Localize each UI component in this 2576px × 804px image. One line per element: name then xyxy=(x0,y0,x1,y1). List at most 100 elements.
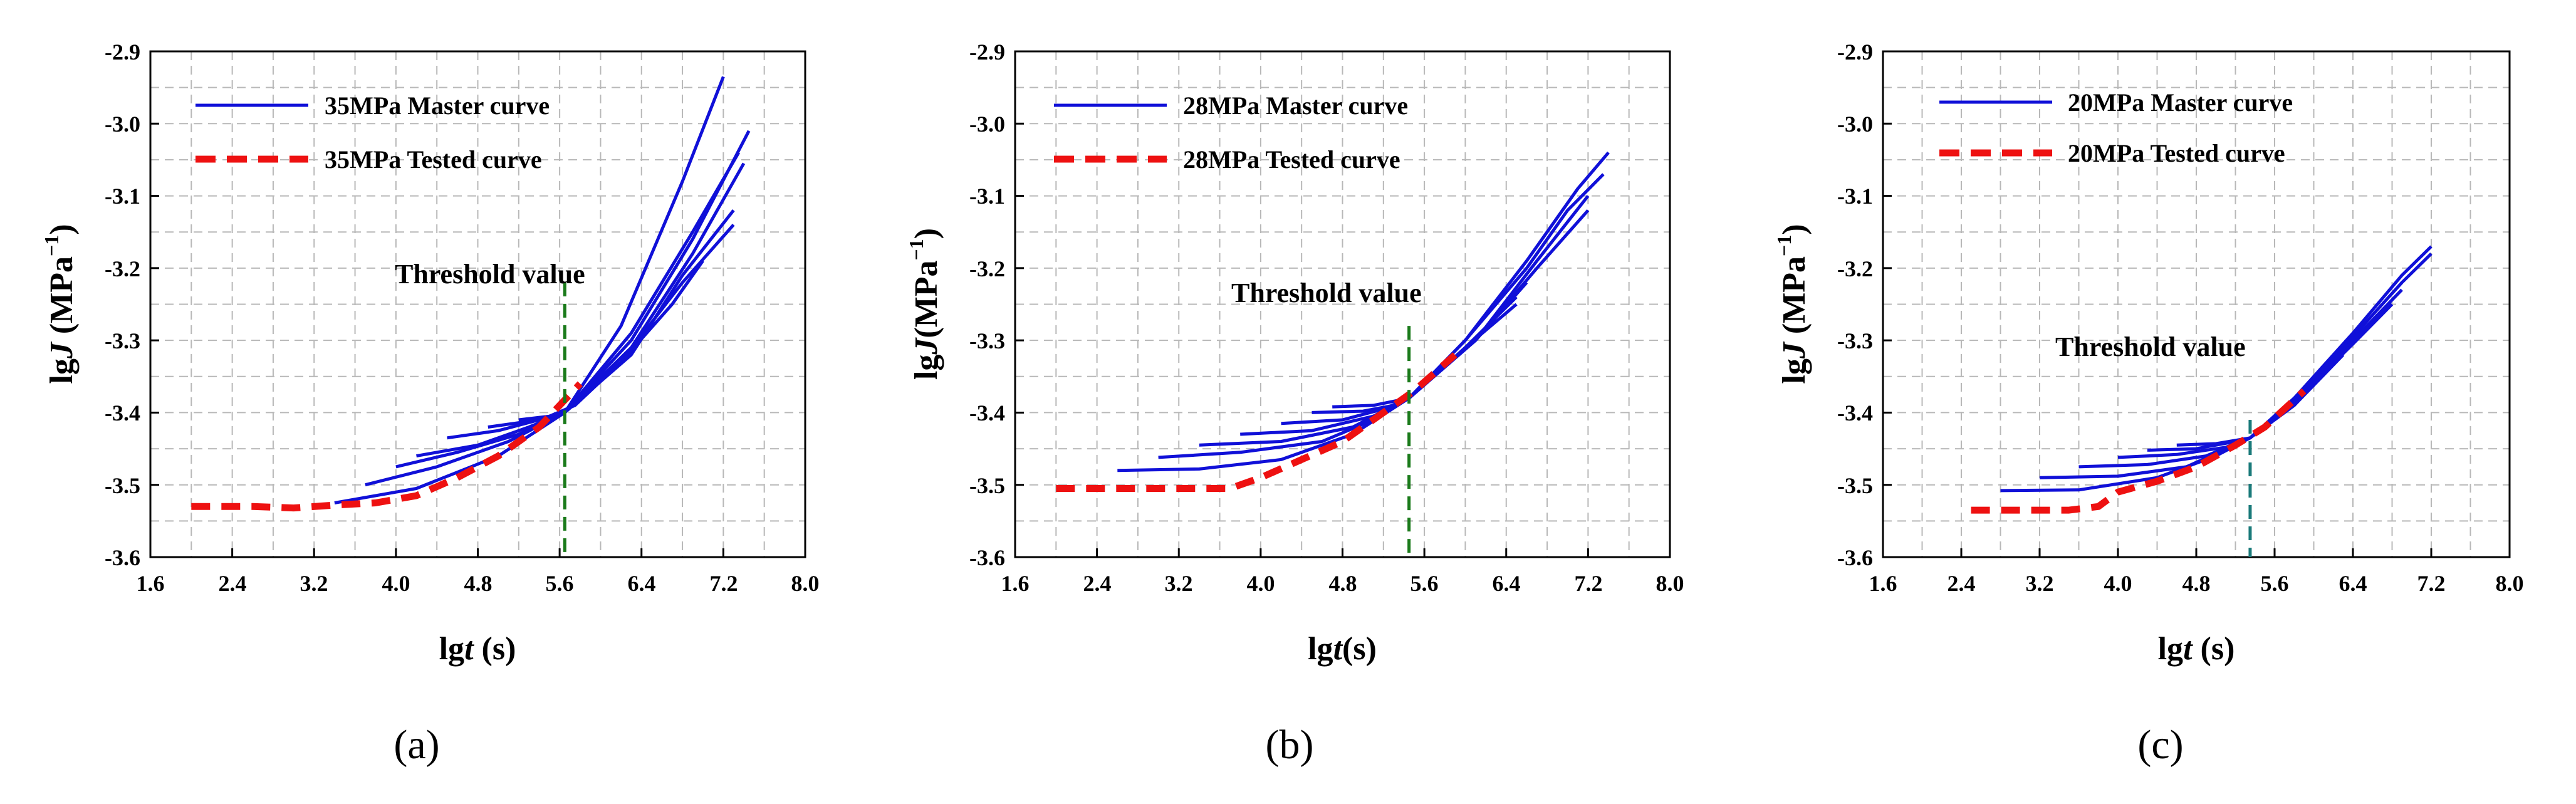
panel-c-grid xyxy=(1883,51,2510,557)
panel-c-threshold-label: Threshold value xyxy=(2055,332,2246,362)
panel-b-label: (b) xyxy=(1266,722,1314,768)
panel-c-x-axis-title: lgt (s) xyxy=(2158,631,2235,667)
panel-a-ytick-label: -2.9 xyxy=(105,39,140,65)
panel-c-series xyxy=(1971,245,2433,514)
panel-b-ytick-label: -3.0 xyxy=(969,112,1005,137)
panel-a-ytick-label: -3.3 xyxy=(105,328,140,353)
panel-c: 1.6 2.4 3.2 4.0 4.8 5.6 6.4 7.2 8.0 -2.9… xyxy=(1773,39,2524,768)
panel-a-master-curve xyxy=(416,162,746,458)
panel-b-master-curve xyxy=(1199,195,1590,447)
panel-b-grid xyxy=(1015,51,1670,557)
panel-a-legend-tested-label: 35MPa Tested curve xyxy=(325,145,542,174)
panel-b-xtick-label: 5.6 xyxy=(1411,571,1439,596)
panel-b-xtick-label: 2.4 xyxy=(1083,571,1112,596)
panel-c-xlabel-prefix: lg xyxy=(2158,631,2183,667)
panel-c-ytick-label: -3.6 xyxy=(1837,545,1873,570)
panel-a-ytick-labels: -2.9 -3.0 -3.1 -3.2 -3.3 -3.4 -3.5 -3.6 xyxy=(105,39,140,570)
panel-a-xtick-label: 7.2 xyxy=(710,571,738,596)
panel-b-ylabel-close: ) xyxy=(909,228,944,239)
panel-a-xtick-label: 2.4 xyxy=(219,571,247,596)
panel-a-ylabel-prefix: lg xyxy=(44,358,80,384)
panel-a-ytick-label: -3.6 xyxy=(105,545,140,570)
panel-c-label: (c) xyxy=(2137,722,2183,768)
panel-a-ylabel-close: ) xyxy=(44,224,80,234)
panel-b-ytick-label: -3.4 xyxy=(969,400,1005,425)
panel-c-xlabel-suffix: (s) xyxy=(2193,631,2235,667)
panel-c-ylabel-unit: (MPa xyxy=(1776,256,1812,342)
panel-a-master-curve xyxy=(395,130,751,469)
panel-b-ytick-label: -3.5 xyxy=(969,473,1005,498)
panel-c-ytick-label: -3.0 xyxy=(1837,112,1873,137)
panel-a-xtick-label: 1.6 xyxy=(137,571,165,596)
panel-c-xtick-label: 1.6 xyxy=(1869,571,1897,596)
panel-c-xtick-label: 7.2 xyxy=(2417,571,2446,596)
panel-c-xtick-labels: 1.6 2.4 3.2 4.0 4.8 5.6 6.4 7.2 8.0 xyxy=(1869,571,2524,596)
panel-b: 1.6 2.4 3.2 4.0 4.8 5.6 6.4 7.2 8.0 -2.9… xyxy=(905,39,1684,768)
panel-b-ylabel-exp: −1 xyxy=(905,239,927,260)
panel-a-xtick-label: 4.8 xyxy=(464,571,493,596)
panel-a-legend: 35MPa Master curve 35MPa Tested curve xyxy=(196,91,550,174)
panel-b-ylabel-prefix: lg xyxy=(909,355,944,380)
panel-a: 1.6 2.4 3.2 4.0 4.8 5.6 6.4 7.2 8.0 -2.9… xyxy=(40,39,820,768)
panel-c-ticks xyxy=(1882,50,2511,558)
panel-b-xtick-label: 4.8 xyxy=(1329,571,1357,596)
panel-c-ylabel-close: ) xyxy=(1776,224,1812,234)
panel-c-master-curve xyxy=(2176,361,2335,447)
panel-a-ticks xyxy=(149,50,806,558)
panel-c-xtick-label: 6.4 xyxy=(2339,571,2367,596)
panel-a-xtick-label: 3.2 xyxy=(300,571,328,596)
panel-c-ytick-label: -3.3 xyxy=(1837,328,1873,353)
panel-b-xtick-label: 6.4 xyxy=(1493,571,1521,596)
panel-c-ylabel-prefix: lg xyxy=(1776,358,1812,384)
panel-a-tested-curve xyxy=(191,381,583,512)
panel-b-ytick-label: -3.1 xyxy=(969,184,1005,209)
panel-b-xtick-label: 3.2 xyxy=(1165,571,1193,596)
panel-a-ytick-label: -3.5 xyxy=(105,473,140,498)
panel-a-ytick-label: -3.1 xyxy=(105,184,140,209)
panel-a-y-axis-title: lgJ (MPa−1) xyxy=(40,224,80,384)
panel-b-xlabel-var: t xyxy=(1333,631,1343,667)
panel-b-ticks xyxy=(1014,50,1671,558)
panel-b-xlabel-prefix: lg xyxy=(1308,631,1333,667)
panel-a-xlabel-prefix: lg xyxy=(439,631,464,667)
panel-c-xtick-label: 4.0 xyxy=(2104,571,2132,596)
panel-a-master-curve xyxy=(334,76,725,504)
panel-c-xtick-label: 8.0 xyxy=(2496,571,2524,596)
panel-c-ylabel-var: J xyxy=(1776,341,1812,359)
panel-a-ylabel-unit: (MPa xyxy=(44,256,80,342)
panel-b-ytick-label: -2.9 xyxy=(969,39,1005,65)
panel-a-xtick-label: 6.4 xyxy=(628,571,656,596)
panel-b-y-axis-title: lgJ(MPa−1) xyxy=(905,228,944,380)
panel-c-ylabel-exp: −1 xyxy=(1773,235,1795,256)
panel-b-ytick-label: -3.6 xyxy=(969,545,1005,570)
panel-c-ytick-label: -2.9 xyxy=(1837,39,1873,65)
panel-a-legend-master-label: 35MPa Master curve xyxy=(325,91,550,120)
panel-b-x-axis-title: lgt(s) xyxy=(1308,631,1377,667)
panel-b-ylabel-unit: (MPa xyxy=(909,260,944,338)
panel-b-ytick-labels: -2.9 -3.0 -3.1 -3.2 -3.3 -3.4 -3.5 -3.6 xyxy=(969,39,1005,570)
panel-b-series xyxy=(1056,151,1610,492)
panel-b-ytick-label: -3.3 xyxy=(969,328,1005,353)
panel-c-legend-tested-label: 20MPa Tested curve xyxy=(2068,139,2285,167)
panel-a-ytick-label: -3.2 xyxy=(105,256,140,281)
panel-a-ylabel-exp: −1 xyxy=(40,235,63,256)
panel-a-xtick-label: 5.6 xyxy=(546,571,574,596)
panel-c-ytick-label: -3.2 xyxy=(1837,256,1873,281)
panel-b-legend-tested-label: 28MPa Tested curve xyxy=(1183,145,1400,174)
panel-b-xtick-label: 1.6 xyxy=(1001,571,1030,596)
panel-c-tested-curve xyxy=(1971,388,2307,514)
panel-b-xtick-label: 8.0 xyxy=(1656,571,1684,596)
panel-a-xtick-label: 8.0 xyxy=(791,571,820,596)
panel-a-xlabel-suffix: (s) xyxy=(474,631,516,667)
panel-b-legend: 28MPa Master curve 28MPa Tested curve xyxy=(1054,91,1408,174)
panel-c-ytick-label: -3.1 xyxy=(1837,184,1873,209)
panel-a-ytick-label: -3.0 xyxy=(105,112,140,137)
panel-a-series xyxy=(191,76,751,512)
panel-a-x-axis-title: lgt (s) xyxy=(439,631,516,667)
panel-b-legend-master-label: 28MPa Master curve xyxy=(1183,91,1408,120)
panel-c-legend: 20MPa Master curve 20MPa Tested curve xyxy=(1939,88,2293,167)
panel-b-xlabel-suffix: (s) xyxy=(1342,631,1377,667)
panel-b-xtick-label: 7.2 xyxy=(1575,571,1603,596)
panel-b-threshold-label: Threshold value xyxy=(1231,278,1422,308)
